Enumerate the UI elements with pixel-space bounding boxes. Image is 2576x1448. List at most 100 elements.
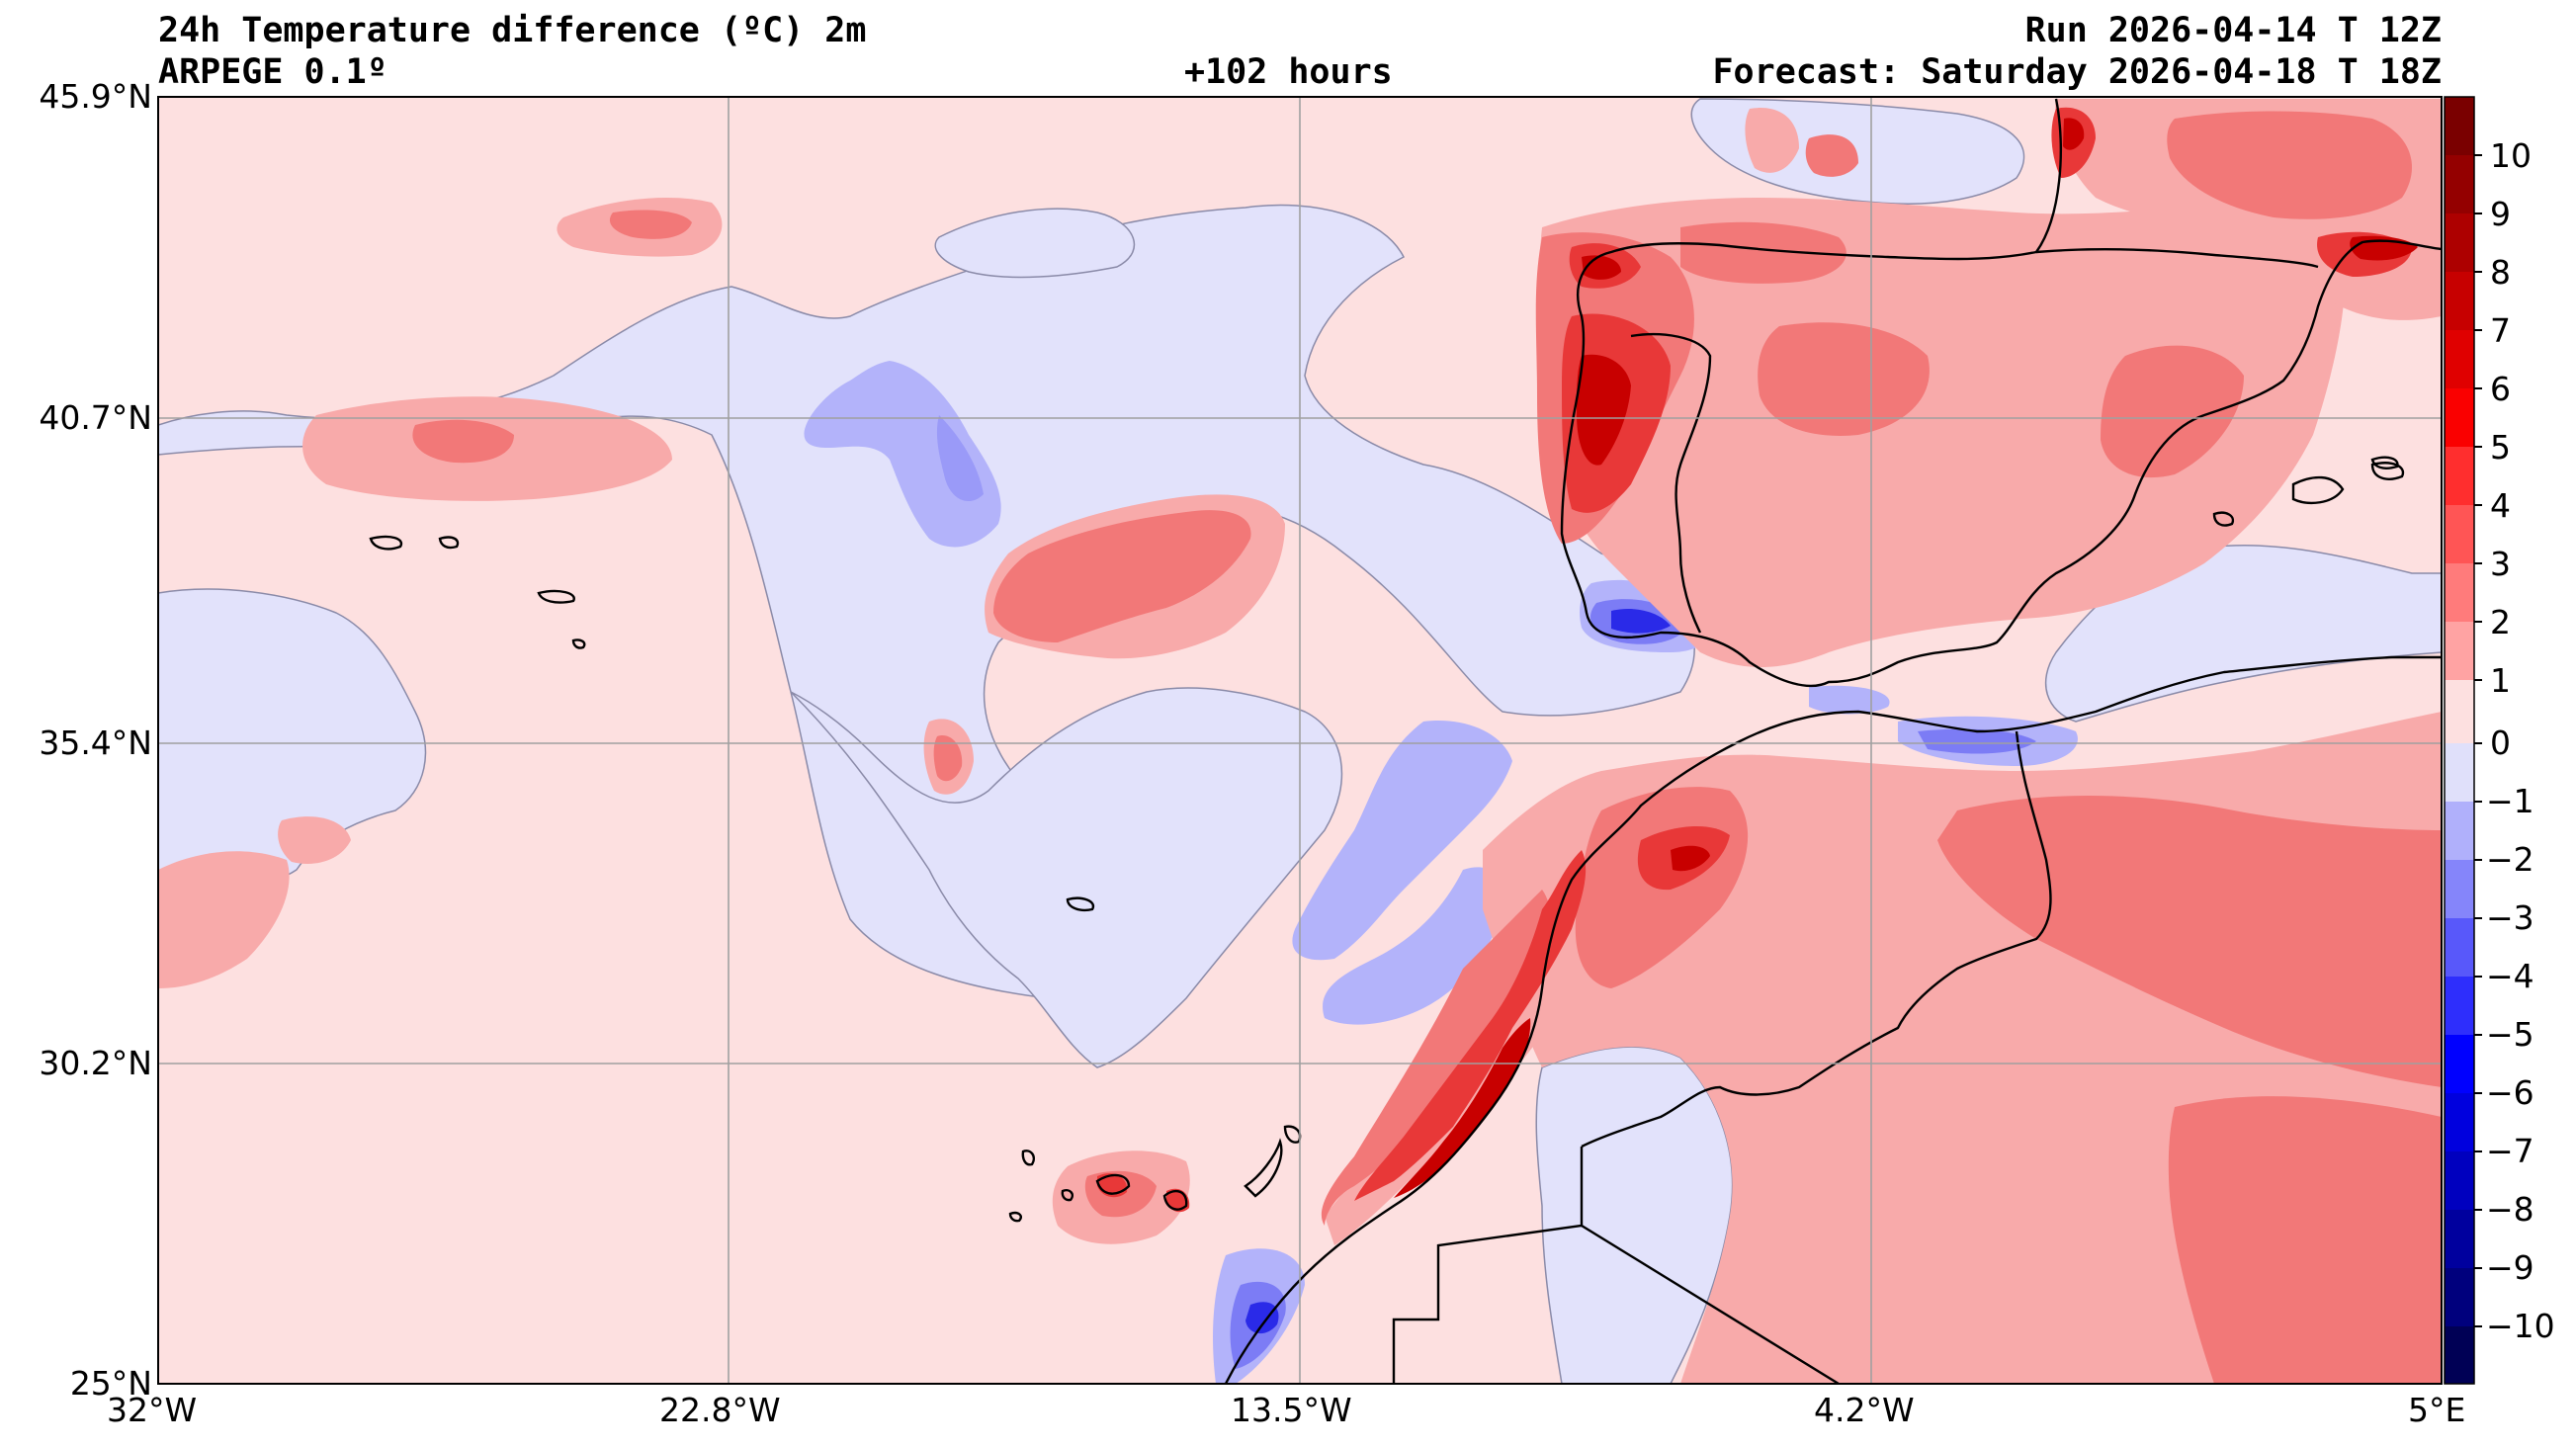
- mid-red-iberia-interior: [1758, 322, 1930, 436]
- mid-blue-atlantic: [936, 415, 984, 502]
- mid-red-iberia-north: [1680, 221, 1846, 284]
- cb-9: [2445, 622, 2474, 680]
- cb-12: [2445, 802, 2474, 860]
- cb-3: [2445, 272, 2474, 330]
- blue-patch-morocco-offshore: [1292, 721, 1512, 961]
- lat-label: 45.9°N: [39, 77, 152, 116]
- lat-label: 25°N: [69, 1364, 152, 1403]
- cb-7: [2445, 505, 2474, 563]
- run-time: Run 2026-04-14 T 12Z: [2024, 11, 2442, 50]
- cb-16: [2445, 1035, 2474, 1093]
- canary-4: [1162, 1189, 1188, 1211]
- colorbar-frame: [2444, 96, 2475, 1385]
- canary-2: [1061, 1189, 1074, 1202]
- cb-17: [2445, 1093, 2474, 1151]
- lat-label: 40.7°N: [39, 398, 152, 437]
- red-land-iberia: [1537, 198, 2346, 667]
- colorbar-label: −10: [2486, 1307, 2555, 1345]
- cb-19: [2445, 1210, 2474, 1268]
- canary-1: [1021, 1150, 1036, 1166]
- colorbar-label: −8: [2486, 1190, 2534, 1229]
- balearic-ibiza: [2212, 511, 2235, 527]
- cb-13: [2445, 860, 2474, 918]
- mid-red-azores-s: [933, 735, 963, 782]
- balearic-menorca: [2370, 456, 2399, 469]
- azores-1: [369, 535, 403, 551]
- cb-10: [2445, 680, 2474, 743]
- neg-sea-region-south: [790, 687, 1343, 1068]
- dark-blue-canaries-south: [1245, 1302, 1279, 1334]
- iberia-coastline: [1560, 98, 2442, 688]
- lon-label: 32°W: [107, 1391, 198, 1429]
- cb-2: [2445, 213, 2474, 272]
- mid-blue-alboran: [1918, 728, 2036, 754]
- canary-6: [1283, 1125, 1302, 1144]
- colorbar-label: 7: [2490, 311, 2511, 350]
- mid-red-france: [2167, 111, 2412, 219]
- spain-northern-coast-island: [2370, 462, 2405, 480]
- cb-5: [2445, 388, 2474, 447]
- lon-label: 5°E: [2408, 1391, 2466, 1429]
- coastlines: [369, 98, 2442, 1384]
- colorbar-label: −3: [2486, 898, 2534, 937]
- cb-18: [2445, 1151, 2474, 1210]
- dark-red-france-n: [2063, 118, 2085, 150]
- colorbar-label: 3: [2490, 545, 2511, 583]
- cb-8: [2445, 563, 2474, 622]
- colorbar-label: 0: [2490, 724, 2511, 762]
- blue-patch-strait: [1809, 685, 1890, 715]
- colorbar-label: −2: [2486, 840, 2534, 879]
- madeira: [1066, 896, 1095, 912]
- lat-label: 30.2°N: [39, 1044, 152, 1082]
- mid-red-atlantic: [993, 510, 1251, 642]
- cb-20: [2445, 1268, 2474, 1326]
- cb-14: [2445, 918, 2474, 977]
- dark-red-atlas: [1671, 845, 1710, 872]
- forecast-time: Forecast: Saturday 2026-04-18 T 18Z: [1712, 52, 2442, 92]
- strong-red-africa-coast: [1354, 850, 1587, 1201]
- lon-label: 22.8°W: [659, 1391, 781, 1429]
- france-spain-border: [2035, 247, 2319, 269]
- balearic-mallorca: [2291, 475, 2345, 505]
- colorbar-label: −4: [2486, 957, 2534, 995]
- colorbar-label: −9: [2486, 1248, 2534, 1287]
- cb-21: [2445, 1326, 2474, 1384]
- model-name: ARPEGE 0.1º: [158, 52, 387, 92]
- africa-coastline: [1224, 655, 2442, 1384]
- colorbar-label: 6: [2490, 370, 2511, 408]
- colorbar-label: −1: [2486, 782, 2534, 820]
- mid-red-coast-morocco: [1321, 890, 1551, 1226]
- blue-patch-atlantic: [804, 361, 1001, 548]
- colorbar-label: −7: [2486, 1132, 2534, 1170]
- colorbar-label: −5: [2486, 1015, 2534, 1054]
- map-title: 24h Temperature difference (ºC) 2m: [158, 11, 867, 50]
- colorbar-label: 2: [2490, 603, 2511, 641]
- lead-time: +102 hours: [1184, 52, 1393, 92]
- neg-sea-region-north: [934, 208, 1136, 279]
- colorbar-label: −6: [2486, 1073, 2534, 1112]
- cb-1: [2445, 155, 2474, 213]
- cb-11: [2445, 743, 2474, 802]
- mid-red-bay: [1805, 134, 1858, 177]
- portugal-spain-border: [1630, 333, 1712, 634]
- colorbar-label: 5: [2490, 428, 2511, 467]
- graticule: [158, 97, 2442, 1384]
- colorbar-label: 1: [2490, 661, 2511, 700]
- colorbar: [2444, 96, 2482, 1385]
- red-patch-atlantic-sw: [158, 851, 290, 988]
- cb-6: [2445, 447, 2474, 505]
- mid-red-africa-south: [2168, 1096, 2442, 1384]
- azores-2: [438, 536, 460, 550]
- morocco-algeria-border: [1581, 730, 2052, 1149]
- plot-frame: [157, 96, 2443, 1385]
- cb-0: [2445, 97, 2474, 155]
- mid-red-africa-east: [1937, 796, 2442, 1087]
- mid-red-iberia-east: [2101, 345, 2244, 478]
- western-sahara-border: [1392, 1147, 1584, 1384]
- canary-5: [1244, 1138, 1283, 1198]
- mid-red-atlantic-n: [609, 210, 692, 239]
- colorbar-label: 10: [2490, 136, 2532, 175]
- azores-3: [537, 589, 575, 604]
- dark-red-portugal: [1577, 354, 1631, 466]
